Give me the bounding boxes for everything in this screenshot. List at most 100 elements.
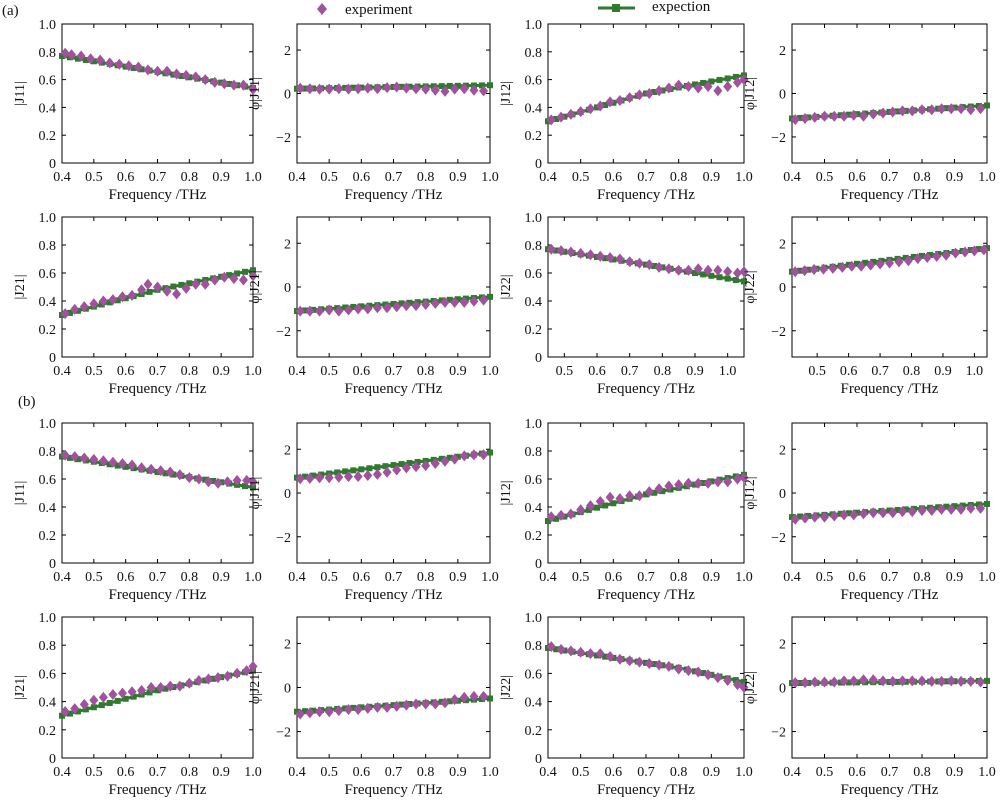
experiment-point [181,69,191,81]
experiment-point [847,260,857,272]
x-tick-label: 0.4 [53,570,71,585]
x-tick-label: 0.7 [149,170,167,185]
experiment-point [868,108,878,120]
x-tick-label: 0.5 [808,364,826,379]
group-label-b: (b) [18,394,36,410]
expection-marker [446,296,453,303]
x-tick-label: 0.6 [353,570,371,585]
x-tick-label: 0.6 [605,765,623,780]
x-axis-label: Frequency /THz [841,782,939,798]
y-tick-label: 0 [49,557,56,572]
experiment-point [295,473,305,485]
experiment-point [60,47,70,59]
expection-marker [651,489,658,496]
experiment-point [615,253,625,265]
experiment-point [172,68,182,80]
expection-marker [406,460,413,467]
experiment-point [837,261,847,273]
experiment-point [644,486,654,498]
expection-marker [74,708,81,715]
experiment-point [946,503,956,515]
experiment-point [353,471,363,483]
experiment-point [790,266,800,278]
experiment-point [127,459,137,471]
experiment-point [693,477,703,489]
y-tick-label: 0.4 [39,101,57,116]
x-tick-label: 0.4 [288,170,306,185]
y-axis-label: |J22| [499,675,514,700]
expection-marker [487,82,493,89]
expection-marker [302,307,309,314]
experiment-point [143,64,153,76]
experiment-point [625,92,635,104]
x-tick-label: 0.7 [149,364,167,379]
expection-marker [708,478,715,485]
experiment-point [820,511,829,523]
experiment-point [859,508,868,520]
experiment-point [546,114,556,126]
x-tick-label: 1.0 [244,570,262,585]
y-tick-label: 0.8 [525,46,543,61]
experiment-point [969,245,979,257]
experiment-point [674,479,684,491]
expection-marker [162,470,169,477]
expection-marker [894,506,901,513]
experiment-point [124,60,134,72]
experiment-point [546,641,556,653]
y-tick-label: 0 [535,557,542,572]
expection-marker [886,507,893,514]
experiment-point [324,83,334,95]
expection-marker [716,76,723,83]
experiment-point [295,708,305,720]
expection-marker [797,513,804,520]
y-tick-label: 2 [284,44,291,59]
expection-line [547,73,745,123]
y-axis-label: |J21| [13,274,28,299]
expection-marker [74,456,81,463]
y-axis-label: φ|J22| [743,270,758,303]
x-tick-label: 0.8 [181,570,199,585]
experiment-point [713,85,723,97]
x-tick-label: 0.7 [385,765,403,780]
experiment-point [966,675,976,687]
experiment-point [951,247,961,259]
expection-marker [382,463,389,470]
experiment-point [820,676,829,688]
x-tick-label: 0.5 [816,570,834,585]
expection-marker [74,55,81,62]
experiment-point [223,670,233,682]
y-tick-label: 2 [284,237,291,252]
experiment-point [137,684,147,696]
experiment-point [89,694,99,706]
expection-marker [398,461,405,468]
experiment-point [932,250,942,262]
experiment-point [683,665,693,677]
expection-marker [302,708,309,715]
experiment-point [372,83,382,95]
expection-marker [462,295,469,302]
x-tick-label: 0.5 [320,570,338,585]
y-tick-label: 0.8 [525,639,543,654]
plot-frame [296,422,491,564]
expection-marker [186,74,193,81]
experiment-point [479,85,489,97]
experiment-point [162,65,172,77]
x-tick-label: 1.0 [735,570,753,585]
y-axis-label: |J12| [499,81,514,106]
experiment-point [117,458,127,470]
experiment-point [315,706,325,718]
experiment-point [829,676,839,688]
expection-marker [975,501,982,508]
experiment-point [898,675,907,687]
x-tick-label: 0.4 [783,570,801,585]
experiment-point [790,677,800,689]
expection-marker [130,64,137,71]
experiment-point [576,247,586,259]
y-tick-label: 2 [284,637,291,652]
y-tick-label: 0.2 [525,323,543,338]
plot-frame [61,23,254,164]
x-tick-label: 0.8 [903,364,921,379]
expection-marker [90,704,97,711]
experiment-point [800,512,810,524]
y-tick-label: 1.0 [39,18,57,33]
